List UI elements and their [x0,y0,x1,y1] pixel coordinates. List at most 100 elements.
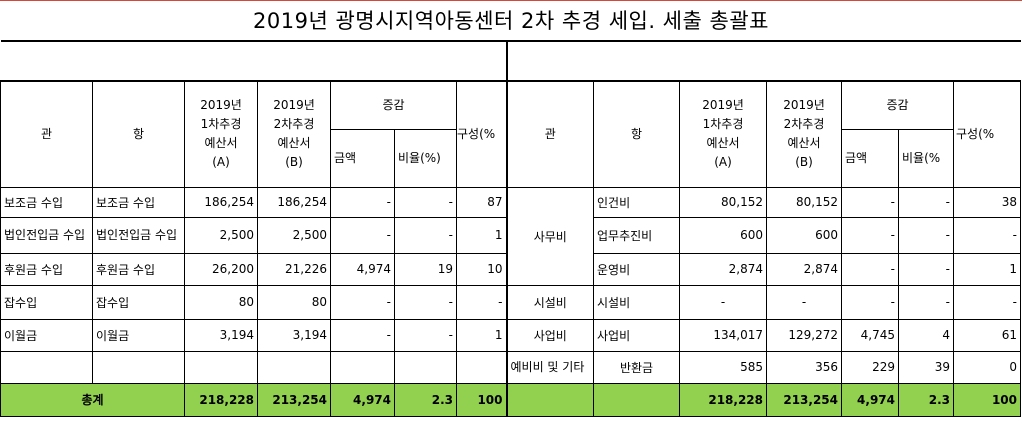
income-b-cell: 21,226 [257,252,331,286]
expense-ratio-cell: - [898,252,954,286]
expense-hang-cell: 사업비 [593,318,680,352]
income-a-line1: 2019년 [200,98,242,113]
expense-comp-cell: 1 [953,252,1021,286]
income-empty-cell [456,350,507,384]
expense-group-facility: 시설비 [505,284,594,320]
expense-ratio-cell: - [898,284,954,320]
expense-b-header: 2019년 2차추경 예산서 (B) [766,80,842,188]
expense-amount-cell: - [841,252,899,286]
total-expense-hang-empty [593,382,680,417]
total-income-ratio: 2.3 [394,382,457,417]
total-expense-comp: 100 [953,382,1021,417]
expense-a-header: 2019년 1차추경 예산서 (A) [679,80,767,188]
income-empty-cell [184,350,258,384]
total-income-b: 213,254 [257,382,331,417]
expense-a-line2: 1차추경 [702,117,744,132]
table-row: 보조금 수입 보조금 수입 186,254 186,254 - - 87 사무비… [0,186,1021,286]
total-income-comp: 100 [456,382,507,417]
total-income-amount: 4,974 [330,382,395,417]
income-comp-cell: 10 [456,252,507,286]
income-amount-header: 금액 [330,128,395,188]
income-comp-cell: - [456,284,507,320]
table-row: 법인전입금 수입 법인전입금 수입 2,500 2,500 - - 1 업무추진… [0,216,1021,254]
total-expense-b: 213,254 [766,382,842,417]
income-a-line3: 예산서 [204,136,238,151]
expense-amount-cell: 4,745 [841,318,899,352]
income-a-cell: 186,254 [184,186,258,218]
expense-b-line4: (B) [795,155,813,170]
expense-comp-cell: 61 [953,318,1021,352]
income-gwan-cell: 잡수입 [0,284,93,320]
income-b-cell: 2,500 [257,216,331,254]
total-expense-ratio: 2.3 [898,382,954,417]
income-ratio-cell: - [394,318,457,352]
income-gwan-header: 관 [0,80,93,188]
expense-b-cell: 600 [766,216,842,254]
table-row: 이월금 이월금 3,194 3,194 - - 1 사업비 사업비 134,01… [0,318,1021,352]
expense-group-business: 사업비 [505,318,594,352]
income-b-line3: 예산서 [277,136,311,151]
expense-amount-cell: 229 [841,350,899,384]
header-row-2: 금액 비율(%) 금액 비율(% [1,128,1021,188]
total-expense-a: 218,228 [679,382,767,417]
expense-a-cell: 2,874 [679,252,767,286]
expense-ratio-cell: - [898,216,954,254]
income-gwan-cell: 후원금 수입 [0,252,93,286]
income-amount-cell: - [330,318,395,352]
expense-b-line1: 2019년 [783,98,825,113]
expense-b-line2: 2차추경 [783,117,825,132]
income-composition-header: 구성(% [456,80,507,188]
expense-a-cell: 585 [679,350,767,384]
blank-left [0,40,507,82]
income-empty-cell [257,350,331,384]
income-comp-cell: 1 [456,216,507,254]
income-a-line2: 1차추경 [200,117,242,132]
income-amount-cell: - [330,186,395,218]
expense-a-cell: 600 [679,216,767,254]
total-expense-gwan-empty [505,382,594,417]
income-a-cell: 26,200 [184,252,258,286]
table-row: 예비비 및 기타 반환금 585 356 229 39 0 [0,350,1021,384]
income-amount-cell: - [330,216,395,254]
total-expense-amount: 4,974 [841,382,899,417]
income-hang-cell: 후원금 수입 [92,252,185,286]
income-ratio-cell: - [394,216,457,254]
income-b-line2: 2차추경 [273,117,315,132]
page-title: 2019년 광명시지역아동센터 2차 추경 세입. 세출 총괄표 [253,8,769,33]
expense-comp-cell: 38 [953,186,1021,218]
expense-b-cell: 129,272 [766,318,842,352]
expense-ratio-cell: - [898,186,954,218]
expense-hang-cell: 시설비 [593,284,680,320]
income-empty-cell [92,350,185,384]
expense-a-cell: 80,152 [679,186,767,218]
expense-hang-cell: 운영비 [593,252,680,286]
table-row: 잡수입 잡수입 80 80 - - - 시설비 시설비 - - - - - [0,284,1021,320]
expense-change-header: 증감 [841,80,954,130]
blank-right [505,40,1021,82]
header-row-1: 관 항 2019년 1차추경 예산서 (A) 2019년 2차추경 예산서 (B… [0,80,1021,188]
expense-composition-header: 구성(% [953,80,1021,188]
expense-group-office: 사무비 [505,186,594,286]
income-gwan-cell: 이월금 [0,318,93,352]
expense-comp-cell: 0 [953,350,1021,384]
total-label: 총계 [0,382,185,417]
expense-group-reserve: 예비비 및 기타 [505,350,594,384]
income-ratio-cell: 19 [394,252,457,286]
income-hang-cell: 이월금 [92,318,185,352]
income-ratio-cell: - [394,284,457,320]
expense-ratio-cell: 39 [898,350,954,384]
income-hang-cell: 보조금 수입 [92,186,185,218]
income-amount-cell: - [330,284,395,320]
expense-b-cell: 2,874 [766,252,842,286]
expense-hang-cell: 반환금 [593,350,680,384]
expense-amount-cell: - [841,284,899,320]
income-b-cell: 3,194 [257,318,331,352]
income-a-header: 2019년 1차추경 예산서 (A) [184,80,258,188]
income-b-cell: 186,254 [257,186,331,218]
income-amount-cell: 4,974 [330,252,395,286]
income-comp-cell: 1 [456,318,507,352]
income-gwan-cell: 보조금 수입 [0,186,93,218]
expense-ratio-header: 비율(% [898,128,954,188]
income-empty-cell [394,350,457,384]
expense-ratio-cell: 4 [898,318,954,352]
